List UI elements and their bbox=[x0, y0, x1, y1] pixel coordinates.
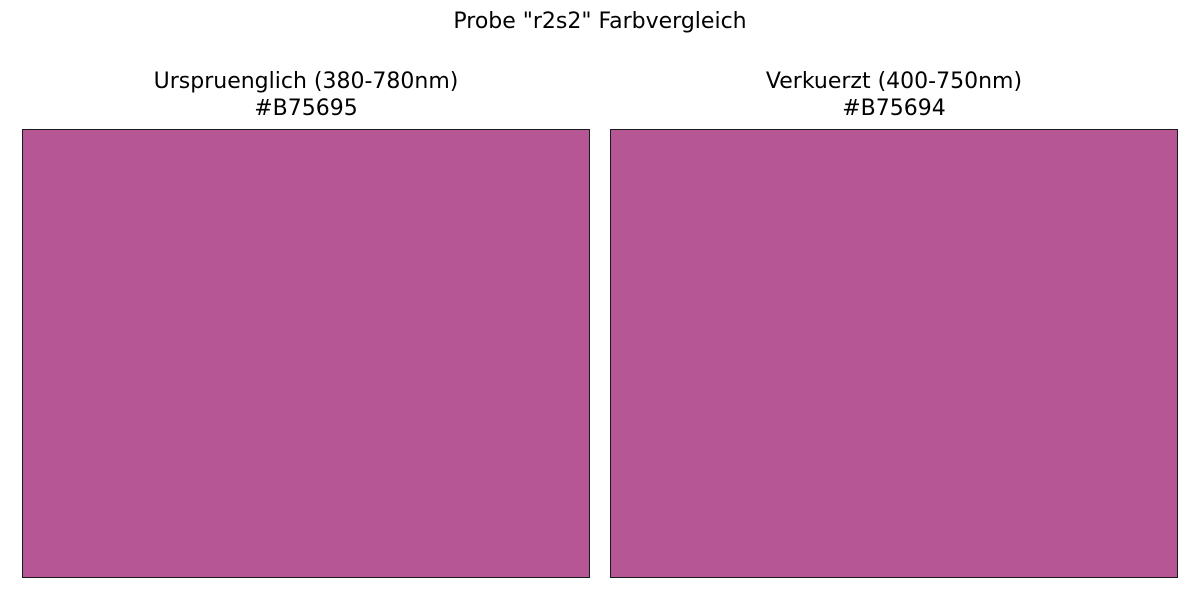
color-swatch-original bbox=[22, 129, 590, 578]
figure-title: Probe "r2s2" Farbvergleich bbox=[453, 9, 747, 34]
hex-label-original: #B75695 bbox=[254, 96, 358, 121]
panel-title-original: Urspruenglich (380-780nm) #B75695 bbox=[22, 68, 590, 122]
hex-label-shortened: #B75694 bbox=[842, 96, 946, 121]
color-swatch-shortened bbox=[610, 129, 1178, 578]
panel-label-original: Urspruenglich (380-780nm) bbox=[153, 69, 459, 94]
panel-title-shortened: Verkuerzt (400-750nm) #B75694 bbox=[610, 68, 1178, 122]
panel-label-shortened: Verkuerzt (400-750nm) bbox=[765, 69, 1023, 94]
